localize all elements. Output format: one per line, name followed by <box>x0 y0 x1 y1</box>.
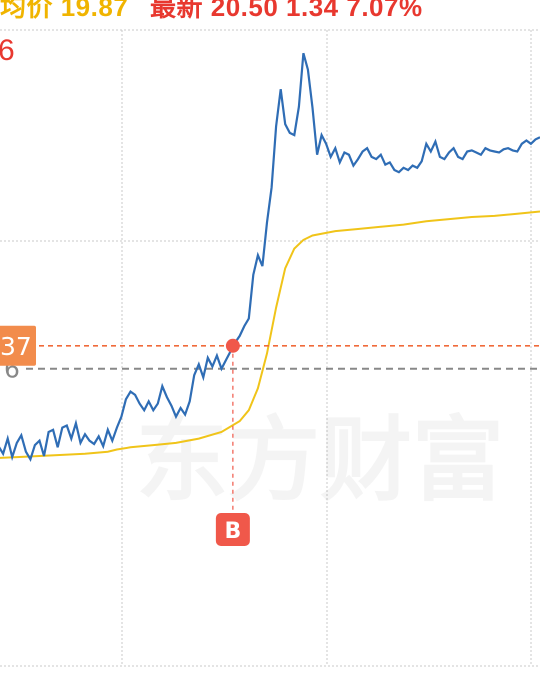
buy-badge-label: B <box>224 519 241 544</box>
latest-price-text: 最新 20.50 1.34 7.07% <box>150 0 423 22</box>
watermark-text: 东方财富 <box>136 407 504 514</box>
avg-price-text: 均价 19.87 <box>0 0 129 22</box>
buy-badge[interactable] <box>215 513 250 546</box>
header-readout: 均价 19.87 最新 20.50 1.34 7.07% <box>0 0 423 24</box>
y-axis-top-label: 6 <box>0 34 15 67</box>
buy-price-label: 37 <box>0 332 32 361</box>
buy-price-badge <box>0 325 36 366</box>
avg-price-line <box>0 210 540 459</box>
price-line <box>0 52 540 462</box>
grid-lines <box>0 29 540 667</box>
buy-point-marker[interactable] <box>225 338 240 353</box>
